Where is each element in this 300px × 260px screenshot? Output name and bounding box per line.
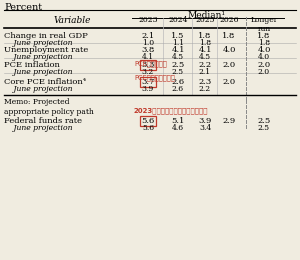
Text: 4.1: 4.1 <box>171 46 185 54</box>
Text: Federal funds rate: Federal funds rate <box>4 117 82 125</box>
Text: 5.6: 5.6 <box>142 124 154 132</box>
Text: 2.5: 2.5 <box>257 117 271 125</box>
Text: 2.5: 2.5 <box>171 61 184 69</box>
Text: Core PCE inflation⁴: Core PCE inflation⁴ <box>4 78 86 86</box>
Text: 4.1: 4.1 <box>198 46 212 54</box>
Text: 1.1: 1.1 <box>172 39 184 47</box>
Text: Memo: Projected
appropriate policy path: Memo: Projected appropriate policy path <box>4 98 94 116</box>
Text: 2.1: 2.1 <box>141 32 154 40</box>
Text: 1.8: 1.8 <box>257 32 271 40</box>
Text: 2023: 2023 <box>138 16 158 24</box>
Text: Longer
run: Longer run <box>250 16 278 33</box>
Text: June projection: June projection <box>4 53 73 61</box>
Text: PCEコアデフレータ: PCEコアデフレータ <box>134 74 175 81</box>
Text: 2.2: 2.2 <box>199 85 211 93</box>
Text: 4.0: 4.0 <box>257 46 271 54</box>
Text: 3.8: 3.8 <box>141 46 155 54</box>
Text: June projection: June projection <box>4 68 73 76</box>
Text: 4.5: 4.5 <box>199 53 211 61</box>
Text: 3.4: 3.4 <box>199 124 211 132</box>
Text: 1.8: 1.8 <box>222 32 236 40</box>
Text: 5.6: 5.6 <box>141 117 154 125</box>
Text: June projection: June projection <box>4 39 73 47</box>
Text: 2.6: 2.6 <box>171 78 184 86</box>
Text: 1.5: 1.5 <box>171 32 185 40</box>
Text: 4.0: 4.0 <box>222 46 236 54</box>
Text: 3.9: 3.9 <box>198 117 212 125</box>
Text: 3.7: 3.7 <box>141 78 155 86</box>
Text: 4.0: 4.0 <box>258 53 270 61</box>
Text: Percent: Percent <box>4 3 42 12</box>
Text: 4.5: 4.5 <box>172 53 184 61</box>
Text: Variable: Variable <box>53 16 91 25</box>
Text: 2023年内あと１回の利上げを示嘘: 2023年内あと１回の利上げを示嘘 <box>134 107 208 114</box>
Text: 3.3: 3.3 <box>141 61 155 69</box>
Text: 2.0: 2.0 <box>222 61 236 69</box>
Text: 2.0: 2.0 <box>222 78 236 86</box>
Text: June projection: June projection <box>4 85 73 93</box>
Text: PCEデフレータ: PCEデフレータ <box>134 60 167 67</box>
Text: 2025: 2025 <box>195 16 215 24</box>
Text: Change in real GDP: Change in real GDP <box>4 32 88 40</box>
Text: 2024: 2024 <box>168 16 188 24</box>
Text: 2026: 2026 <box>219 16 239 24</box>
Text: 2.5: 2.5 <box>258 124 270 132</box>
Text: 2.3: 2.3 <box>198 78 212 86</box>
Text: 2.0: 2.0 <box>257 61 271 69</box>
Text: Median¹: Median¹ <box>187 11 225 20</box>
Text: 5.1: 5.1 <box>171 117 185 125</box>
Text: 1.8: 1.8 <box>258 39 270 47</box>
Text: June projection: June projection <box>4 124 73 132</box>
Text: 4.1: 4.1 <box>142 53 154 61</box>
Text: 2.6: 2.6 <box>172 85 184 93</box>
Text: 1.0: 1.0 <box>142 39 154 47</box>
Text: 3.9: 3.9 <box>142 85 154 93</box>
Text: 3.2: 3.2 <box>142 68 154 76</box>
Text: 2.9: 2.9 <box>222 117 236 125</box>
Text: 2.5: 2.5 <box>172 68 184 76</box>
Text: 1.8: 1.8 <box>198 32 212 40</box>
Text: 4.6: 4.6 <box>172 124 184 132</box>
Text: 2.2: 2.2 <box>198 61 212 69</box>
Text: Unemployment rate: Unemployment rate <box>4 46 88 54</box>
Text: 2.1: 2.1 <box>199 68 211 76</box>
Text: 1.8: 1.8 <box>199 39 211 47</box>
Text: PCE inflation: PCE inflation <box>4 61 60 69</box>
Text: 2.0: 2.0 <box>258 68 270 76</box>
